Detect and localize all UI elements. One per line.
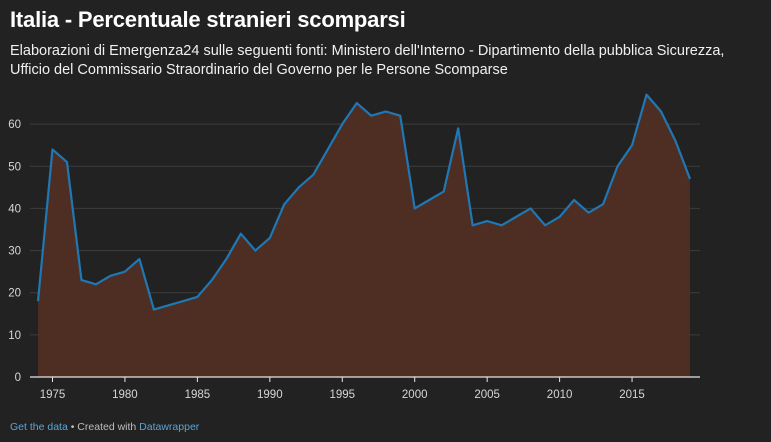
y-tick-label-50: 50 — [8, 161, 21, 173]
x-tick-label-2015: 2015 — [619, 389, 645, 401]
datawrapper-link[interactable]: Datawrapper — [139, 421, 200, 433]
chart-subtitle: Elaborazioni di Emergenza24 sulle seguen… — [10, 43, 725, 78]
y-tick-label-40: 40 — [8, 203, 21, 215]
chart-title: Italia - Percentuale stranieri scomparsi — [10, 7, 406, 32]
x-tick-label-2000: 2000 — [402, 389, 428, 401]
y-tick-label-20: 20 — [8, 288, 21, 300]
footer: Get the data • Created with Datawrapper — [10, 421, 199, 433]
x-tick-label-1995: 1995 — [329, 389, 355, 401]
y-tick-label-60: 60 — [8, 119, 21, 131]
series-line — [36, 93, 692, 311]
x-tick-label-1985: 1985 — [185, 389, 211, 401]
x-tick-label-1975: 1975 — [40, 389, 66, 401]
series-area-fill — [38, 94, 690, 378]
get-the-data-link[interactable]: Get the data — [10, 421, 68, 433]
y-tick-label-0: 0 — [15, 372, 21, 384]
x-tick-label-1990: 1990 — [257, 389, 283, 401]
footer-credit-text: • Created with — [67, 421, 140, 433]
y-tick-label-30: 30 — [8, 246, 21, 258]
y-tick-label-10: 10 — [8, 330, 21, 342]
x-tick-label-2010: 2010 — [547, 389, 573, 401]
x-tick-label-1980: 1980 — [112, 389, 138, 401]
x-tick-label-2005: 2005 — [474, 389, 500, 401]
